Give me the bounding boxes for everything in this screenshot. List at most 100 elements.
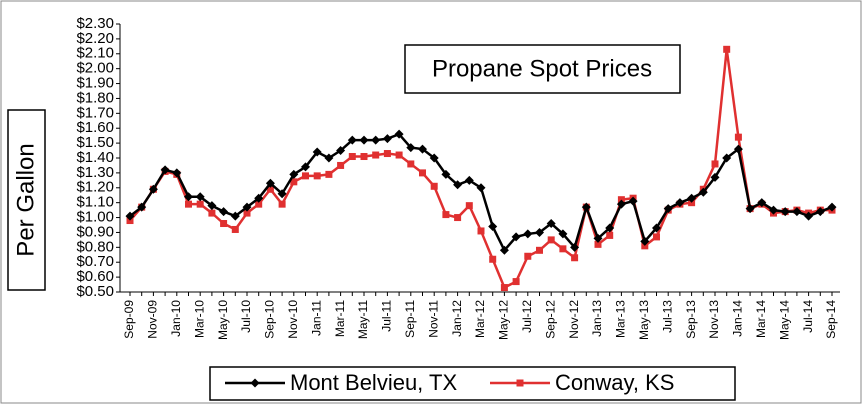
x-tick-label: Nov-12: [567, 300, 581, 339]
data-point: [722, 153, 732, 163]
data-point: [255, 200, 263, 208]
data-point: [559, 245, 567, 253]
data-point: [125, 211, 135, 221]
data-point: [430, 182, 438, 190]
y-tick-label: $1.00: [76, 209, 114, 226]
y-tick-label: $0.90: [76, 223, 114, 240]
data-point: [500, 284, 508, 292]
data-point: [312, 147, 322, 157]
data-point: [628, 196, 638, 206]
data-point: [290, 178, 298, 186]
data-point: [359, 135, 369, 145]
x-tick-label: Nov-09: [146, 300, 160, 339]
data-point: [265, 178, 275, 188]
data-point: [383, 150, 391, 158]
data-point: [231, 225, 239, 233]
data-point: [570, 242, 580, 252]
data-point: [687, 193, 697, 203]
x-tick-label: Jul-12: [520, 300, 534, 333]
data-point: [734, 133, 742, 141]
y-tick-label: $2.20: [76, 30, 114, 47]
x-tick-label: May-13: [637, 300, 651, 340]
data-point: [477, 227, 485, 235]
data-point: [278, 200, 286, 208]
y-tick-label: $1.40: [76, 149, 114, 166]
data-point: [336, 146, 346, 156]
x-tick-label: Sep-14: [824, 300, 838, 339]
data-point: [710, 172, 720, 182]
data-point: [547, 236, 555, 244]
data-point: [571, 254, 579, 262]
y-tick-label: $1.80: [76, 89, 114, 106]
legend-label: Conway, KS: [555, 370, 674, 395]
data-point: [516, 379, 524, 387]
data-point: [489, 255, 497, 263]
data-point: [148, 184, 158, 194]
x-tick-label: Jul-11: [380, 300, 394, 332]
data-point: [792, 207, 802, 217]
data-point: [512, 278, 520, 286]
data-point: [523, 229, 533, 239]
y-tick-label: $1.10: [76, 194, 114, 211]
data-point: [302, 172, 309, 180]
x-tick-label: May-11: [356, 300, 370, 339]
data-point: [250, 378, 260, 388]
y-label-box: [7, 109, 46, 291]
x-tick-label: Sep-13: [684, 300, 698, 339]
data-point: [195, 192, 205, 202]
data-point: [663, 204, 673, 214]
data-point: [511, 232, 521, 242]
data-point: [757, 198, 767, 208]
data-point: [419, 169, 426, 177]
data-point: [536, 246, 543, 254]
legend-box: [209, 366, 736, 401]
data-point: [733, 144, 743, 154]
x-tick-label: Sep-11: [403, 300, 417, 338]
x-tick-label: Mar-13: [614, 300, 628, 338]
y-tick-label: $0.50: [76, 283, 114, 300]
data-point: [454, 214, 462, 222]
x-tick-label: Nov-11: [426, 300, 440, 338]
data-point: [804, 211, 814, 221]
data-point: [815, 207, 825, 217]
data-point: [406, 143, 416, 153]
data-point: [652, 223, 661, 233]
data-point: [605, 223, 615, 233]
data-point: [780, 207, 790, 217]
y-tick-label: $1.60: [76, 119, 114, 136]
data-point: [418, 144, 427, 154]
data-point: [476, 183, 486, 193]
data-point: [698, 187, 708, 197]
y-tick-label: $2.30: [76, 15, 114, 32]
data-point: [160, 165, 170, 175]
data-point: [230, 211, 240, 221]
data-point: [593, 233, 603, 243]
data-point: [208, 209, 216, 217]
data-point: [394, 129, 404, 139]
x-tick-label: Jan-14: [731, 300, 745, 337]
data-point: [558, 229, 568, 239]
x-tick-label: Jan-12: [450, 300, 464, 337]
data-point: [325, 170, 333, 178]
data-point: [465, 202, 473, 210]
data-point: [219, 207, 229, 217]
data-point: [382, 134, 392, 144]
data-point: [184, 192, 193, 202]
chart-title: Propane Spot Prices: [432, 55, 652, 82]
x-tick-label: Jul-14: [801, 300, 815, 333]
data-point: [675, 198, 685, 208]
data-point: [442, 211, 450, 219]
data-point: [827, 202, 837, 212]
data-point: [254, 193, 264, 203]
data-point: [524, 252, 532, 260]
x-tick-label: Jan-10: [169, 300, 183, 337]
x-tick-label: Mar-12: [473, 300, 487, 338]
x-tick-label: Jul-10: [239, 300, 253, 333]
data-point: [347, 135, 357, 145]
y-axis-label: Per Gallon: [12, 143, 39, 256]
x-tick-label: Nov-13: [707, 300, 721, 339]
data-point: [313, 172, 321, 180]
data-point: [640, 236, 650, 246]
x-tick-label: Jan-13: [590, 300, 604, 337]
y-tick-label: $2.00: [76, 60, 114, 77]
